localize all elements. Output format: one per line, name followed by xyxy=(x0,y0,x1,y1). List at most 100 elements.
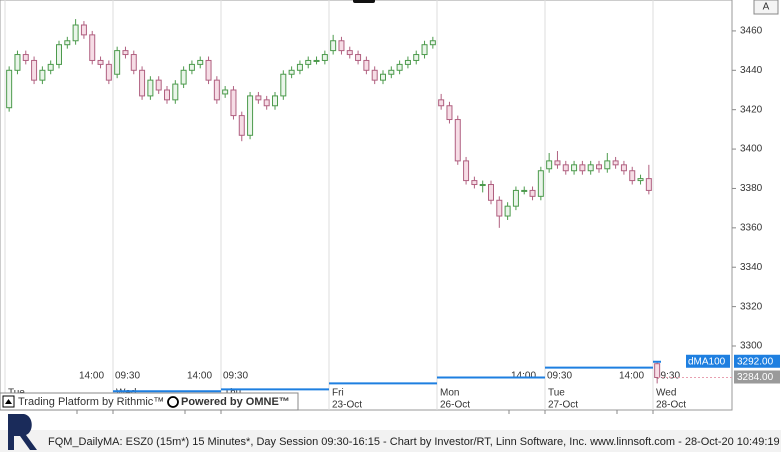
candle-body xyxy=(172,83,179,101)
candle-body xyxy=(404,59,411,65)
status-text: FQM_DailyMA: ESZ0 (15m*) 15 Minutes*, Da… xyxy=(48,436,780,448)
y-tick-label: 3400 xyxy=(740,144,763,155)
candle-body xyxy=(529,189,536,197)
candle-body xyxy=(155,79,162,91)
candle-body xyxy=(596,164,602,170)
candle-body xyxy=(512,189,519,207)
logo xyxy=(8,414,37,450)
y-tick-label: 3460 xyxy=(740,26,763,37)
candle-body xyxy=(479,184,486,187)
candle-body xyxy=(496,199,503,217)
date-label: 26-Oct xyxy=(440,400,470,411)
candle-body xyxy=(454,119,461,162)
rithmic-text: Trading Platform by Rithmic™ xyxy=(18,396,164,408)
candle-body xyxy=(471,180,478,186)
time-label: 09:30 xyxy=(655,371,680,382)
price-value: 3284.00 xyxy=(737,372,774,383)
y-tick-label: 3340 xyxy=(740,262,763,273)
candle-body xyxy=(180,69,187,85)
candle-body xyxy=(230,89,237,117)
candle-body xyxy=(612,160,619,166)
candle-body xyxy=(338,40,345,52)
y-tick-label: 3420 xyxy=(740,104,763,115)
candle-body xyxy=(64,40,71,46)
candle-body xyxy=(39,69,46,81)
price-tag xyxy=(734,370,780,384)
candle-body xyxy=(562,164,569,172)
time-label: 14:00 xyxy=(619,371,644,382)
candle-body xyxy=(587,164,594,172)
candle-body xyxy=(247,95,254,136)
candle-body xyxy=(380,73,386,81)
candle-body xyxy=(521,189,528,192)
date-label: 28-Oct xyxy=(656,400,686,411)
candle-body xyxy=(346,50,353,56)
candle-body xyxy=(604,160,611,170)
candle-body xyxy=(22,54,29,61)
candle-body xyxy=(463,160,470,182)
day-label: Tue xyxy=(548,388,565,399)
candle-body xyxy=(280,73,287,97)
candle-body xyxy=(6,69,13,109)
candle-body xyxy=(413,54,420,61)
candle-body xyxy=(388,69,395,75)
candle-body xyxy=(263,99,270,107)
candle-body xyxy=(396,63,403,71)
candle-body xyxy=(637,178,644,182)
time-label: 09:30 xyxy=(223,371,248,382)
top-marker xyxy=(353,0,375,3)
candle-body xyxy=(546,160,553,170)
omne-icon xyxy=(167,396,179,408)
candle-body xyxy=(645,178,652,191)
dma-name: dMA100 xyxy=(688,356,726,367)
candle-body xyxy=(537,170,544,197)
candle-body xyxy=(105,63,112,81)
corner-button[interactable] xyxy=(753,0,779,15)
candle-body xyxy=(164,89,170,101)
y-tick-label: 3360 xyxy=(740,222,763,233)
candle-body xyxy=(80,24,87,36)
candle-body xyxy=(97,59,104,65)
y-tick-label: 3440 xyxy=(740,65,763,76)
candle-body xyxy=(122,50,129,56)
candle-body xyxy=(72,24,79,42)
y-tick-label: 3380 xyxy=(740,183,763,194)
candle-body xyxy=(313,59,320,62)
candle-body xyxy=(114,50,121,75)
candle-body xyxy=(629,170,636,182)
candle-body xyxy=(31,59,38,81)
candle-body xyxy=(429,40,436,46)
candle-body xyxy=(620,164,627,172)
time-label: 09:30 xyxy=(547,371,572,382)
corner-button-label: A xyxy=(763,2,770,13)
candle-body xyxy=(446,105,453,121)
candle-body xyxy=(363,59,370,71)
day-label: Wed xyxy=(656,388,676,399)
candle-body xyxy=(205,59,212,81)
date-label: 27-Oct xyxy=(548,400,578,411)
candle-body xyxy=(504,205,511,217)
day-label: Mon xyxy=(440,388,459,399)
time-label: 14:00 xyxy=(511,371,536,382)
candle-body xyxy=(305,59,312,65)
time-label: 09:30 xyxy=(115,371,140,382)
candle-body xyxy=(296,63,303,71)
day-label: Fri xyxy=(332,388,344,399)
candle-body xyxy=(554,160,561,166)
candle-body xyxy=(321,54,328,61)
candle-body xyxy=(89,34,96,61)
rithmic-arrow xyxy=(5,399,12,404)
time-label: 14:00 xyxy=(79,371,104,382)
candle-body xyxy=(438,99,445,107)
candle-body xyxy=(330,40,337,52)
candle-body xyxy=(255,95,262,101)
candle-body xyxy=(654,363,661,379)
candle-body xyxy=(488,184,494,201)
y-tick-label: 3300 xyxy=(740,341,763,352)
candle-body xyxy=(579,164,586,172)
candle-body xyxy=(222,89,229,95)
date-label: 23-Oct xyxy=(332,400,362,411)
dma-value: 3292.00 xyxy=(737,356,774,367)
candle-body xyxy=(272,95,278,107)
candle-body xyxy=(238,115,245,136)
